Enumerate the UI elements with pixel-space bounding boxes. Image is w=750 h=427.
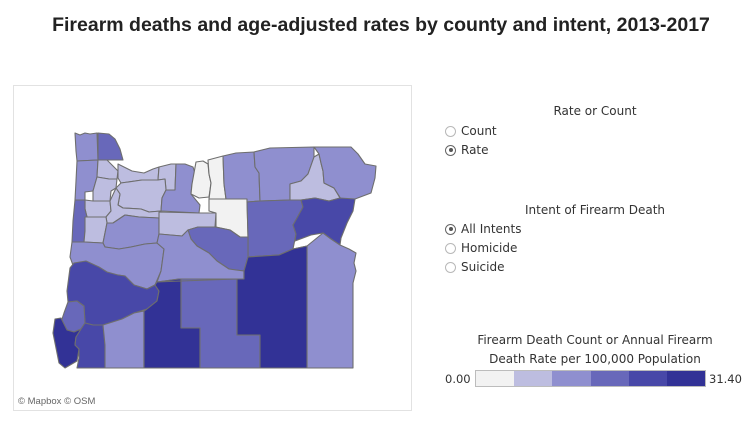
intent-title: Intent of Firearm Death	[524, 203, 666, 217]
radio-homicide[interactable]: Homicide	[445, 241, 517, 255]
page-title: Firearm deaths and age-adjusted rates by…	[0, 14, 750, 37]
radio-homicide-label: Homicide	[461, 241, 518, 255]
rate-or-count-title: Rate or Count	[553, 104, 637, 118]
legend-swatch-3	[590, 371, 629, 386]
radio-all-intents[interactable]: All Intents	[445, 222, 522, 236]
radio-all-intents-label: All Intents	[461, 222, 522, 236]
county-polk[interactable]	[84, 199, 112, 218]
radio-checked-icon[interactable]	[445, 144, 456, 156]
legend-title: Firearm Death Count or Annual Firearm De…	[440, 331, 750, 369]
radio-count[interactable]: Count	[445, 124, 497, 138]
county-malheur[interactable]	[306, 232, 357, 369]
radio-unchecked-icon[interactable]	[445, 242, 456, 254]
legend-max-label: 31.40	[709, 372, 742, 386]
radio-count-label: Count	[461, 124, 497, 138]
county-clackamas[interactable]	[115, 178, 167, 213]
legend-title-line1: Firearm Death Count or Annual Firearm	[477, 333, 713, 347]
county-klamath-body[interactable]	[143, 280, 201, 369]
legend-swatch-5	[666, 371, 706, 386]
map-attribution[interactable]: © Mapbox © OSM	[18, 396, 96, 407]
county-wasco[interactable]	[160, 163, 201, 214]
page-title-text: Firearm deaths and age-adjusted rates by…	[52, 14, 710, 36]
legend-title-line2: Death Rate per 100,000 Population	[489, 352, 701, 366]
county-columbia[interactable]	[97, 132, 124, 161]
county-clatsop[interactable]	[74, 132, 99, 162]
radio-rate-label: Rate	[461, 143, 489, 157]
legend-swatch-4	[628, 371, 667, 386]
radio-suicide[interactable]: Suicide	[445, 260, 505, 274]
county-deschutes[interactable]	[156, 229, 245, 283]
county-yamhill[interactable]	[92, 176, 118, 202]
legend-min-label: 0.00	[445, 372, 471, 386]
radio-unchecked-icon[interactable]	[445, 261, 456, 273]
county-washington[interactable]	[96, 159, 119, 180]
legend-swatch-0	[476, 371, 515, 386]
radio-suicide-label: Suicide	[461, 260, 505, 274]
county-josephine[interactable]	[74, 322, 106, 369]
legend-swatch-1	[514, 371, 553, 386]
radio-unchecked-icon[interactable]	[445, 125, 456, 137]
map-view[interactable]: © Mapbox © OSM	[13, 85, 412, 411]
radio-checked-icon[interactable]	[445, 223, 456, 235]
radio-rate[interactable]: Rate	[445, 143, 489, 157]
color-legend-bar	[475, 370, 706, 387]
legend-swatch-2	[552, 371, 591, 386]
county-harney-body[interactable]	[236, 245, 308, 369]
